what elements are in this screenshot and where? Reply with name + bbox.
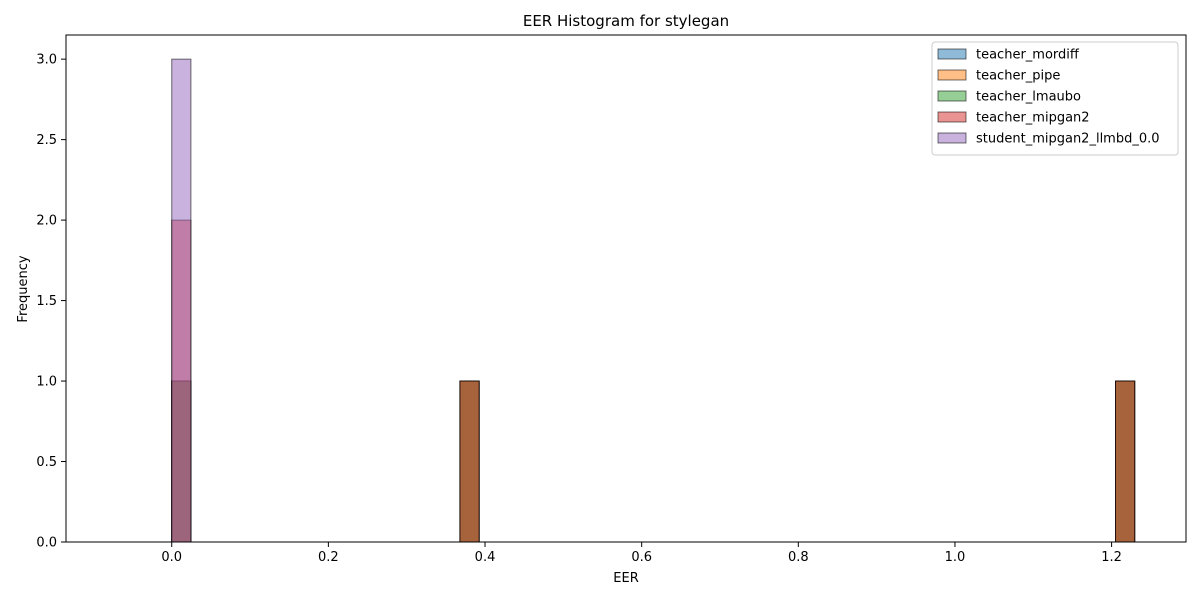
histogram-bar — [1115, 380, 1136, 543]
y-tick-label: 0.0 — [36, 536, 57, 551]
x-tick-label: 1.2 — [1101, 550, 1122, 565]
legend-swatch — [937, 69, 967, 81]
legend-entry-label: teacher_pipe — [976, 69, 1060, 84]
x-axis: 0.0 0.2 0.4 0.6 0.8 1.0 1.2 — [161, 542, 1122, 565]
legend-box — [931, 41, 1179, 156]
chart-title: EER Histogram for stylegan — [523, 12, 729, 30]
x-tick-label: 0.4 — [475, 550, 496, 565]
x-axis-label: EER — [613, 571, 638, 586]
legend-swatch — [937, 111, 967, 123]
x-tick-label: 1.0 — [945, 550, 966, 565]
plot-frame — [65, 34, 1187, 543]
y-tick-label: 2.5 — [36, 133, 57, 148]
legend-swatch — [937, 48, 967, 60]
y-tick-label: 1.0 — [36, 375, 57, 390]
legend: teacher_mordiff teacher_pipe teacher_lmaub… — [931, 41, 1179, 156]
x-tick-label: 0.6 — [631, 550, 652, 565]
y-axis-label: Frequency — [16, 255, 31, 322]
legend-swatch — [937, 132, 967, 144]
legend-entry-label: teacher_mordiff — [976, 48, 1080, 63]
y-tick-label: 3.0 — [36, 53, 57, 68]
y-tick-label: 2.0 — [36, 214, 57, 229]
y-tick-label: 0.5 — [36, 455, 57, 470]
x-tick-label: 0.8 — [788, 550, 809, 565]
y-axis: 0.0 0.5 1.0 1.5 2.0 2.5 3.0 — [36, 53, 66, 551]
legend-entry-label: student_mipgan2_llmbd_0.0 — [976, 132, 1160, 147]
legend-swatch — [937, 90, 967, 102]
x-tick-label: 0.2 — [318, 550, 339, 565]
x-tick-label: 0.0 — [161, 550, 182, 565]
legend-entry-label: teacher_lmaubo — [976, 90, 1081, 105]
histogram-bar — [171, 58, 192, 543]
legend-entry-label: teacher_mipgan2 — [976, 111, 1090, 126]
histogram-bar — [459, 380, 480, 543]
y-tick-label: 1.5 — [36, 294, 57, 309]
